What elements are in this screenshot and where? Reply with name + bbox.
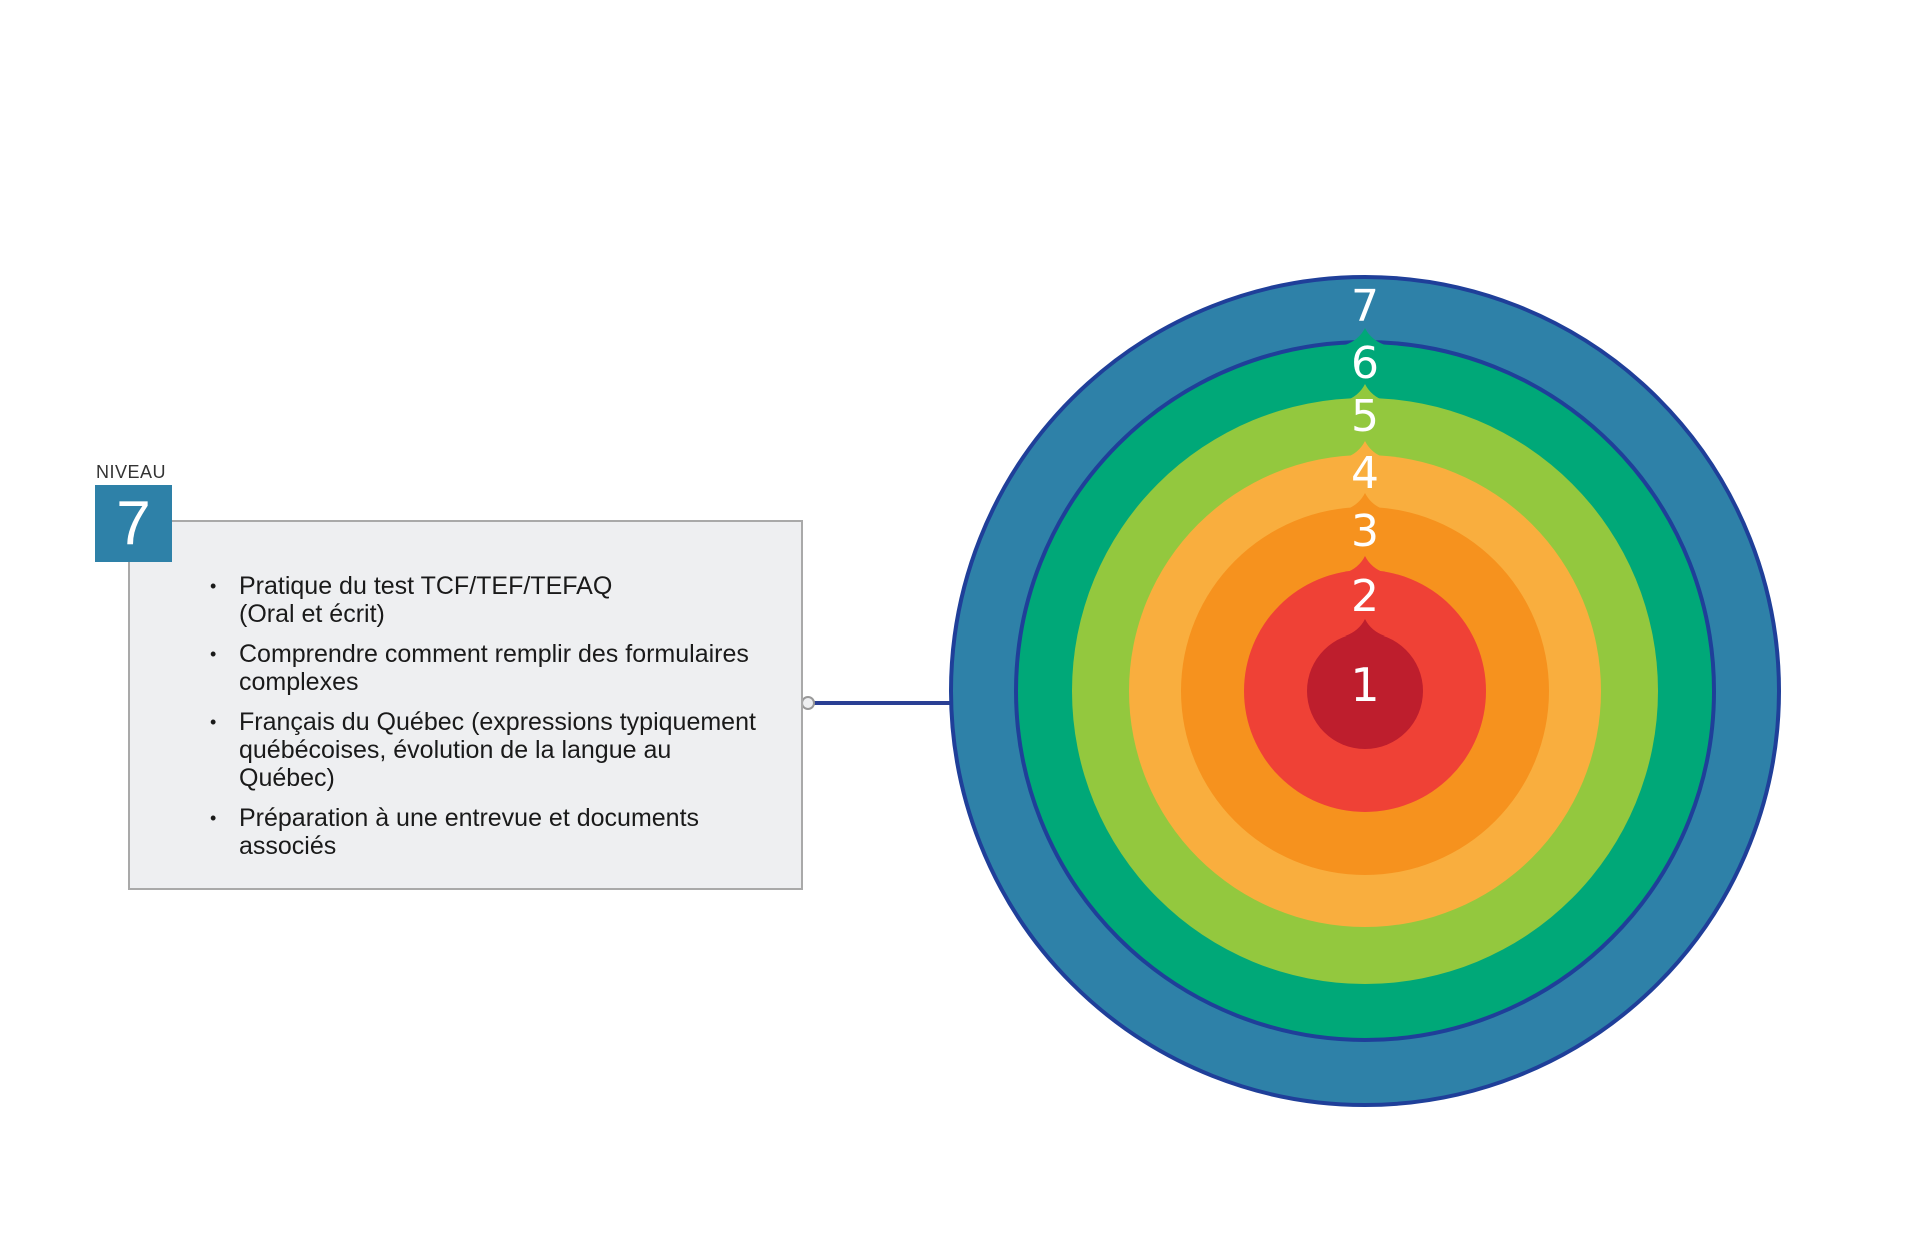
ring-label-3: 3	[1351, 506, 1379, 557]
level-label: NIVEAU	[96, 462, 167, 482]
ring-shape	[1307, 633, 1423, 749]
ring-label-6: 6	[1351, 338, 1379, 389]
level-content-list: Pratique du test TCF/TEF/TEFAQ (Oral et …	[210, 572, 770, 872]
ring-tab	[1345, 328, 1385, 345]
ring-tab	[1345, 493, 1385, 510]
ring-tab	[1345, 619, 1385, 636]
list-item: Préparation à une entrevue et documents …	[210, 804, 770, 860]
list-item: Comprendre comment remplir des formulair…	[210, 640, 770, 696]
ring-label-2: 2	[1351, 571, 1379, 622]
connector-node	[801, 696, 815, 710]
ring-label-5: 5	[1351, 391, 1379, 442]
ring-1	[1307, 619, 1423, 749]
ring-label-4: 4	[1351, 448, 1379, 499]
ring-tab	[1345, 384, 1385, 401]
ring-label-1: 1	[1350, 658, 1379, 712]
ring-label-7: 7	[1351, 281, 1379, 332]
ring-tab	[1345, 441, 1385, 458]
level-content-box: Pratique du test TCF/TEF/TEFAQ (Oral et …	[128, 520, 803, 890]
list-item: Pratique du test TCF/TEF/TEFAQ (Oral et …	[210, 572, 770, 628]
level-number-badge: 7	[95, 485, 172, 562]
ring-tab	[1345, 556, 1385, 573]
list-item: Français du Québec (expressions typiquem…	[210, 708, 770, 792]
